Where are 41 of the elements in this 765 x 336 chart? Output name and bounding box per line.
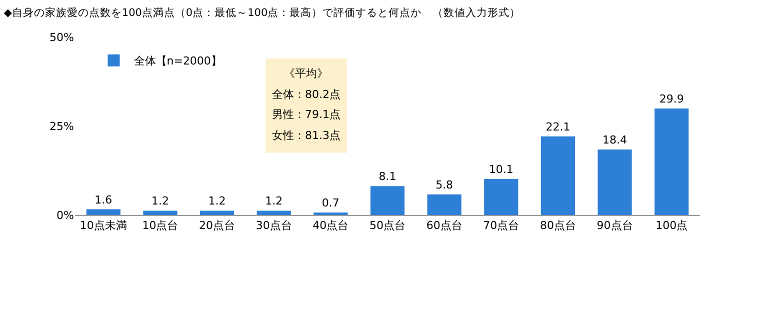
annotation: 女性：81.3点: [272, 129, 340, 142]
data-label: 1.2: [265, 194, 283, 208]
data-label: 5.8: [436, 178, 454, 192]
y-tick-label: 50%: [50, 30, 74, 44]
x-tick-label: 90点台: [596, 219, 633, 232]
x-tick-label: 10点台: [142, 219, 178, 232]
x-tick-label: 100点: [656, 219, 688, 232]
chart-title: ◆自身の家族愛の点数を100点満点（0点：最低～100点：最高）で評価すると何点か （数値入力形式）: [4, 6, 521, 19]
bar: [540, 136, 575, 215]
data-label: 18.4: [602, 134, 628, 146]
data-label: 29.9: [659, 92, 684, 106]
annotation: 男性：79.1点: [272, 108, 340, 121]
data-label: 1.6: [94, 193, 112, 206]
x-tick-label: 20点台: [199, 219, 236, 232]
data-label: 1.2: [151, 194, 169, 208]
bar: [654, 108, 689, 215]
data-label: 0.7: [322, 196, 340, 210]
bar: [598, 150, 632, 215]
y-tick-label: 25%: [50, 120, 74, 133]
x-tick-label: 30点台: [256, 219, 292, 232]
data-label: 22.1: [546, 120, 570, 134]
bar: [427, 194, 462, 215]
data-label: 1.2: [208, 194, 226, 208]
bar: [86, 209, 120, 215]
x-tick-label: 60点台: [426, 219, 462, 232]
bar: [484, 179, 518, 215]
data-label: 10.1: [488, 163, 514, 176]
x-tick-label: 70点台: [483, 219, 520, 232]
annotation: 全体：80.2点: [272, 88, 340, 101]
bar: [370, 186, 405, 215]
bar: [200, 210, 234, 215]
y-tick-label: 0%: [56, 208, 74, 222]
x-tick-label: 40点台: [312, 219, 349, 232]
bar: [143, 210, 178, 215]
bar: [256, 210, 291, 215]
annotation: 《平均》: [284, 67, 328, 80]
x-tick-label: 80点台: [540, 219, 576, 232]
x-tick-label: 50点台: [370, 219, 406, 232]
data-label: 8.1: [378, 170, 396, 184]
x-tick-label: 10点未満: [80, 219, 127, 232]
legend-label: 全体【n=2000】: [134, 54, 222, 68]
